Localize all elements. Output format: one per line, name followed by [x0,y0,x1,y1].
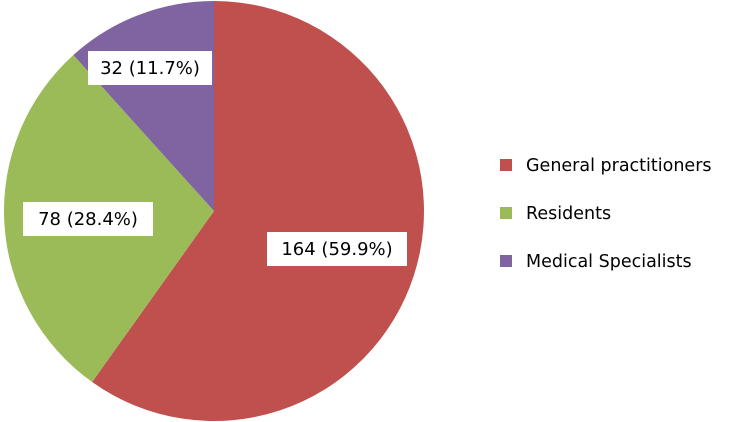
legend-swatch [500,159,512,171]
legend: General practitioners Residents Medical Sp… [500,156,712,272]
data-label-text: 164 (59.9%) [281,239,392,260]
data-label-medical-specialists: 32 (11.7%) [88,51,212,85]
pie-slice-general-practitioners [92,1,424,422]
legend-swatch [500,255,512,267]
data-label-text: 78 (28.4%) [38,209,138,230]
legend-swatch [500,207,512,219]
data-label-box [23,202,153,236]
data-label-text: 32 (11.7%) [100,58,200,79]
legend-item-residents: Residents [500,204,611,224]
legend-item-medical-specialists: Medical Specialists [500,252,692,272]
data-labels: 164 (59.9%) 78 (28.4%) 32 (11.7%) [23,51,407,266]
legend-label: General practitioners [526,156,712,176]
data-label-general-practitioners: 164 (59.9%) [267,232,407,266]
data-label-box [88,51,212,85]
legend-item-general-practitioners: General practitioners [500,156,712,176]
data-label-box [267,232,407,266]
legend-label: Residents [526,204,611,224]
legend-label: Medical Specialists [526,252,692,272]
data-label-residents: 78 (28.4%) [23,202,153,236]
